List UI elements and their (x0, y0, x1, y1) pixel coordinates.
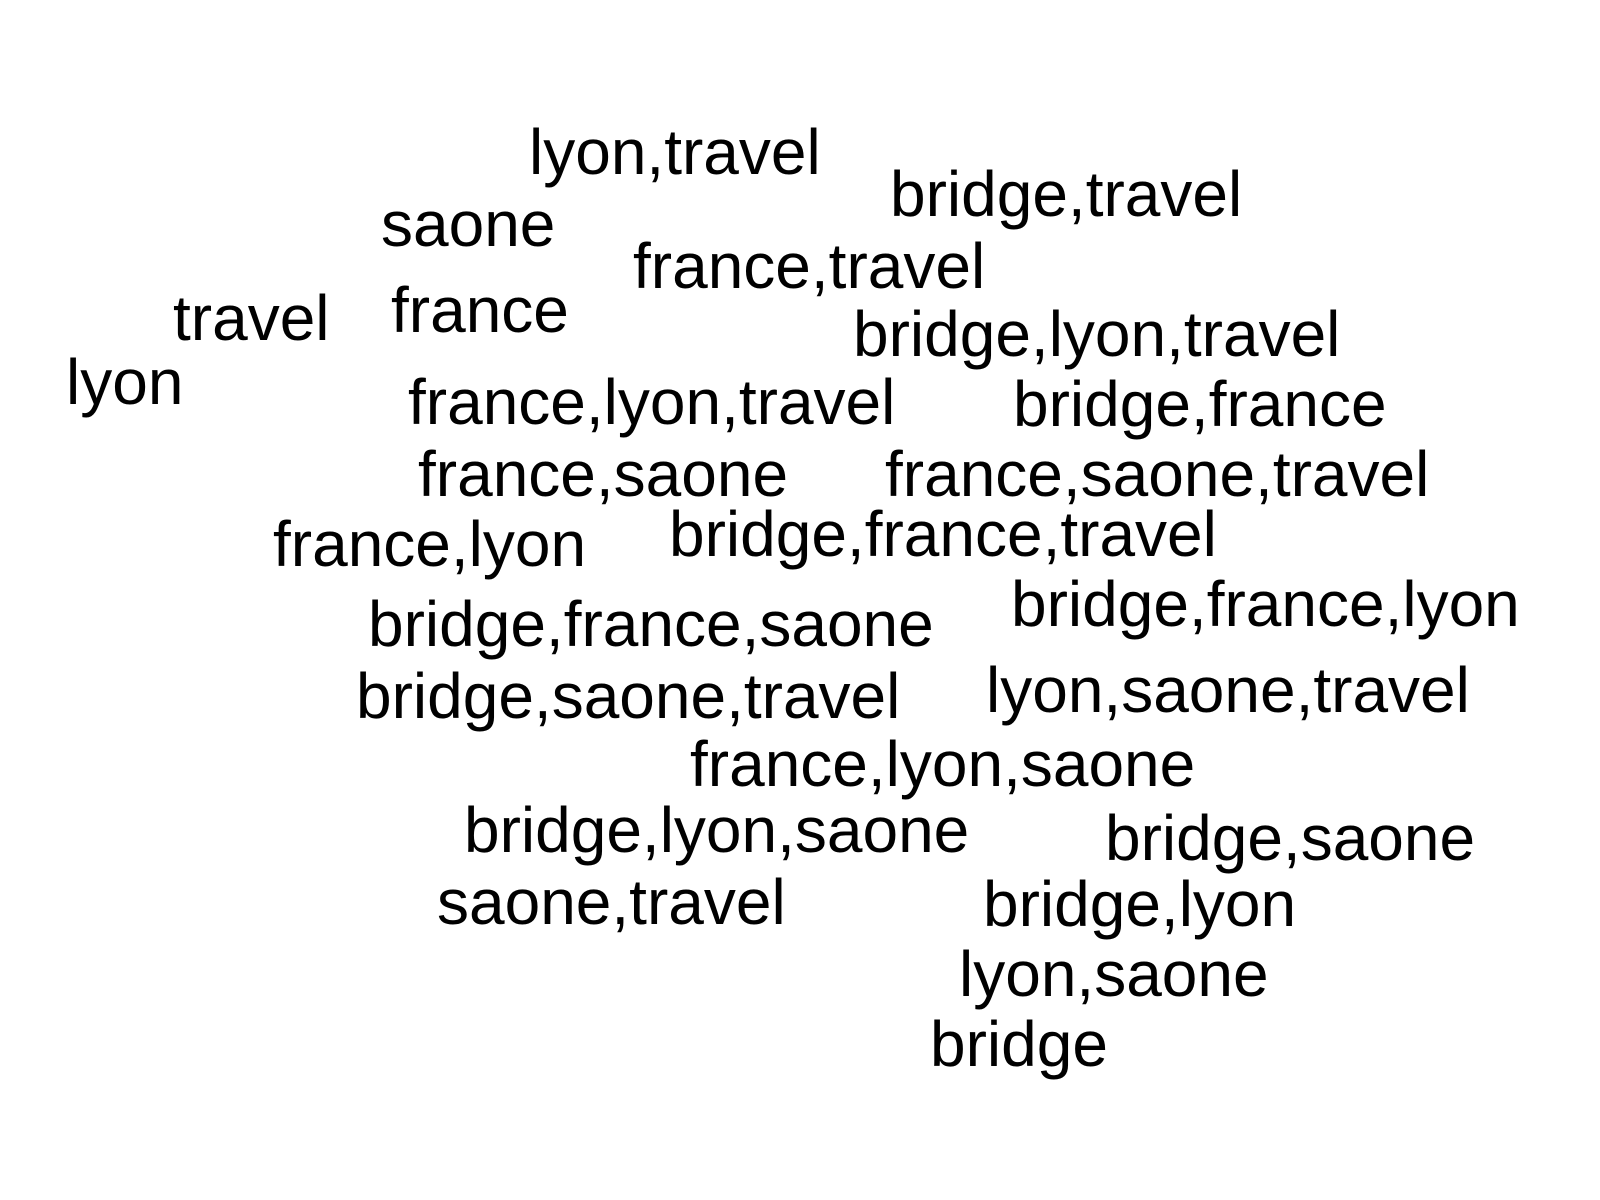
word-label: bridge,france,travel (669, 498, 1217, 570)
word-label: lyon (66, 346, 184, 418)
word-label: france,lyon (273, 508, 587, 580)
word-label: lyon,travel (529, 116, 821, 188)
word-label: bridge (930, 1008, 1108, 1080)
word-label: lyon,saone,travel (986, 654, 1470, 726)
word-label: bridge,lyon,travel (853, 298, 1341, 370)
word-label: saone,travel (437, 866, 786, 938)
word-label: france,lyon,saone (690, 728, 1196, 800)
word-label: bridge,travel (890, 158, 1243, 230)
word-label: saone (381, 188, 556, 260)
word-label: bridge,saone,travel (356, 660, 901, 732)
word-label: travel (173, 282, 330, 354)
word-label: bridge,france,saone (368, 588, 934, 660)
word-label: france (391, 274, 569, 346)
word-label: bridge,lyon (983, 868, 1297, 940)
word-label: france,saone (418, 438, 789, 510)
word-label: bridge,saone (1105, 802, 1476, 874)
word-label: france,lyon,travel (408, 366, 896, 438)
word-label: bridge,france (1013, 368, 1387, 440)
word-label: bridge,lyon,saone (464, 794, 970, 866)
word-label: france,saone,travel (885, 438, 1430, 510)
word-label: lyon,saone (959, 938, 1269, 1010)
word-label: bridge,france,lyon (1011, 568, 1520, 640)
word-label: france,travel (633, 230, 986, 302)
